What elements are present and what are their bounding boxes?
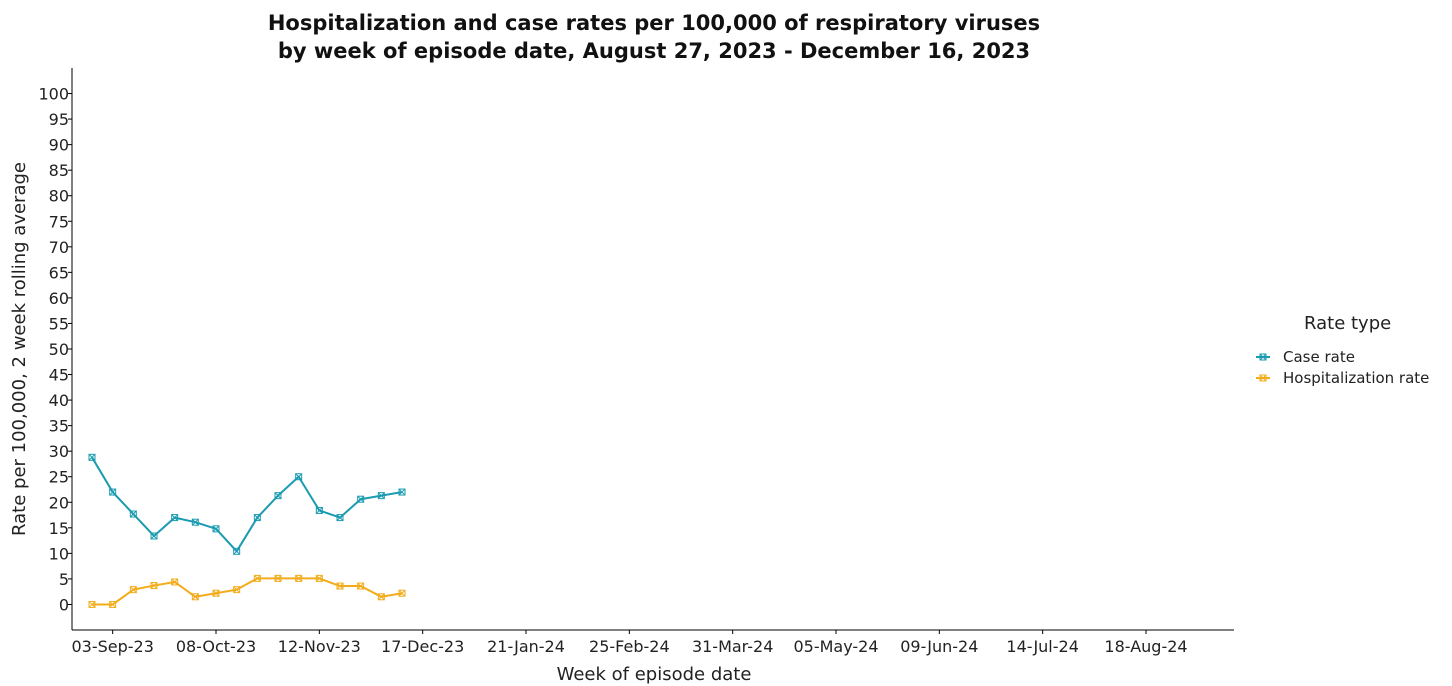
y-tick-label: 85 <box>49 161 69 180</box>
y-tick-label: 55 <box>49 314 69 333</box>
data-point-hospitalization-rate <box>315 574 323 582</box>
y-tick-label: 80 <box>49 187 69 206</box>
data-point-case-rate <box>191 518 199 526</box>
legend-label-hospitalization-rate: Hospitalization rate <box>1283 369 1429 387</box>
y-axis-title: Rate per 100,000, 2 week rolling average <box>9 162 30 536</box>
y-tick-label: 0 <box>59 595 69 614</box>
data-point-hospitalization-rate <box>295 574 303 582</box>
data-point-hospitalization-rate <box>357 582 365 590</box>
legend-item-case-rate: Case rate <box>1256 348 1355 366</box>
data-point-case-rate <box>88 453 96 461</box>
data-point-case-rate <box>150 532 158 540</box>
y-tick-label: 50 <box>49 340 69 359</box>
y-tick-label: 40 <box>49 391 69 410</box>
data-point-case-rate <box>129 510 137 518</box>
y-tick-label: 60 <box>49 289 69 308</box>
series-case-rate <box>88 453 406 555</box>
x-axis: 03-Sep-23 08-Oct-23 12-Nov-23 17-Dec-23 21-J… <box>71 629 1234 656</box>
legend-title: Rate type <box>1304 313 1391 334</box>
data-point-case-rate <box>233 547 241 555</box>
data-point-hospitalization-rate <box>336 582 344 590</box>
series-line-hospitalization-rate <box>92 577 403 606</box>
x-axis-title: Week of episode date <box>557 664 752 685</box>
x-tick-label: 08-Oct-23 <box>176 637 256 656</box>
legend-label-case-rate: Case rate <box>1283 348 1355 366</box>
x-tick-label: 14-Jul-24 <box>1006 637 1078 656</box>
data-point-case-rate <box>398 488 406 496</box>
y-tick-label: 100 <box>38 85 69 104</box>
x-tick-label: 17-Dec-23 <box>381 637 464 656</box>
y-tick-label: 45 <box>49 366 69 385</box>
x-tick-label: 09-Jun-24 <box>900 637 978 656</box>
y-tick-label: 95 <box>49 110 69 129</box>
y-tick-label: 15 <box>49 519 69 538</box>
data-point-case-rate <box>315 506 323 514</box>
x-tick-label: 03-Sep-23 <box>71 637 153 656</box>
y-tick-label: 70 <box>49 238 69 257</box>
y-tick-label: 10 <box>49 544 69 563</box>
data-point-hospitalization-rate <box>233 586 241 594</box>
y-axis: 0 5 10 15 20 25 30 35 40 45 50 55 60 65 70 75 80 85 90 95 10… <box>38 68 73 630</box>
data-point-hospitalization-rate <box>191 593 199 601</box>
y-tick-label: 65 <box>49 263 69 282</box>
data-point-hospitalization-rate <box>377 593 385 601</box>
x-tick-label: 25-Feb-24 <box>589 637 670 656</box>
x-tick-label: 18-Aug-24 <box>1104 637 1187 656</box>
series-hospitalization-rate <box>88 574 406 608</box>
data-point-hospitalization-rate <box>171 578 179 586</box>
plot-series <box>88 453 406 608</box>
x-tick-label: 21-Jan-24 <box>487 637 565 656</box>
chart-title-line-2: by week of episode date, August 27, 2023… <box>278 39 1030 63</box>
series-line-case-rate <box>91 456 403 553</box>
data-point-case-rate <box>253 514 261 522</box>
y-tick-label: 30 <box>49 442 69 461</box>
legend-item-hospitalization-rate: Hospitalization rate <box>1256 369 1429 387</box>
x-tick-label: 05-May-24 <box>793 637 878 656</box>
data-point-hospitalization-rate <box>150 582 158 590</box>
x-tick-label: 12-Nov-23 <box>278 637 361 656</box>
legend-marker-case-rate <box>1259 353 1267 361</box>
y-tick-label: 5 <box>59 570 69 589</box>
data-point-case-rate <box>274 492 282 500</box>
y-tick-label: 20 <box>49 493 69 512</box>
x-tick-label: 31-Mar-24 <box>692 637 773 656</box>
data-point-case-rate <box>109 488 117 496</box>
data-point-hospitalization-rate <box>212 589 220 597</box>
data-point-case-rate <box>295 473 303 481</box>
data-point-case-rate <box>336 514 344 522</box>
data-point-case-rate <box>377 492 385 500</box>
legend-marker-hospitalization-rate <box>1259 374 1267 382</box>
data-point-hospitalization-rate <box>398 589 406 597</box>
y-tick-label: 75 <box>49 212 69 231</box>
data-point-hospitalization-rate <box>88 600 96 608</box>
legend: Rate type Case rate Hospitalization rate <box>1256 313 1429 387</box>
data-point-hospitalization-rate <box>253 574 261 582</box>
data-point-hospitalization-rate <box>109 600 117 608</box>
data-point-hospitalization-rate <box>274 574 282 582</box>
data-point-hospitalization-rate <box>129 586 137 594</box>
chart-title-line-1: Hospitalization and case rates per 100,0… <box>268 11 1040 35</box>
data-point-case-rate <box>212 525 220 533</box>
data-point-case-rate <box>357 495 365 503</box>
y-tick-label: 35 <box>49 417 69 436</box>
y-tick-label: 90 <box>49 136 69 155</box>
data-point-case-rate <box>171 514 179 522</box>
y-tick-label: 25 <box>49 468 69 487</box>
